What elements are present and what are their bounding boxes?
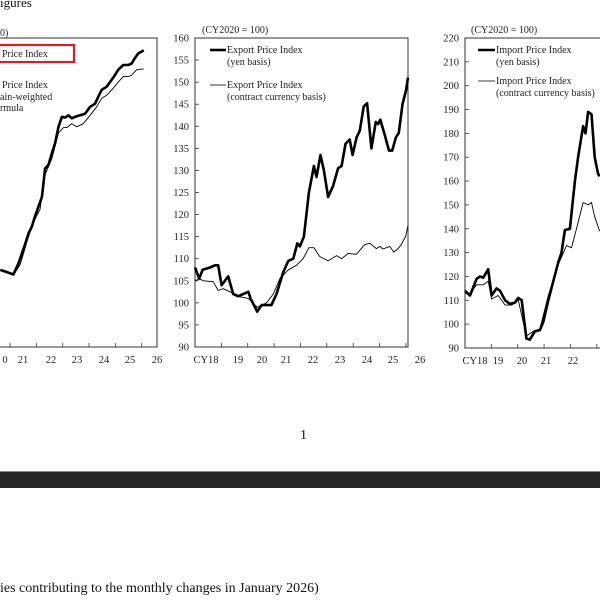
- legend-label: ain-weighted: [0, 92, 52, 103]
- y-tick-label: 130: [173, 166, 189, 177]
- legend-label: Import Price Index: [496, 45, 572, 56]
- y-tick-label: 160: [173, 34, 189, 45]
- chart-import-price-index: (CY2020 = 100) Import Price Index (yen b…: [443, 25, 600, 367]
- x-tick-label: 19: [233, 355, 244, 366]
- y-tick-label: 150: [173, 78, 189, 89]
- x-tick-label: 23: [335, 355, 346, 366]
- plot-frame: [464, 37, 600, 349]
- page-number: 1: [300, 428, 307, 443]
- x-tick-label: 24: [99, 355, 110, 366]
- x-tick-label: 22: [568, 356, 579, 367]
- section-heading-fragment: ies contributing to the monthly changes …: [0, 581, 319, 596]
- y-tick-label: 140: [173, 122, 189, 133]
- y-tick-label: 160: [443, 177, 459, 188]
- y-tick-label: 125: [173, 188, 189, 199]
- y-tick-label: 95: [179, 320, 190, 331]
- x-tick-label: 20: [517, 356, 528, 367]
- y-tick-label: 170: [443, 153, 459, 164]
- legend-label: (contract currency basis): [227, 92, 326, 103]
- y-tick-label: 120: [173, 210, 189, 221]
- x-tick-label: 20: [257, 355, 268, 366]
- y-tick-label: 220: [443, 34, 459, 45]
- x-tick-label: CY18: [462, 356, 487, 367]
- x-tick-label: 22: [46, 355, 57, 366]
- x-tick-label: 0: [2, 355, 7, 366]
- y-tick-label: 90: [179, 343, 190, 354]
- series-line-thin: [0, 68, 144, 276]
- y-tick-label: 130: [443, 248, 459, 259]
- legend-label: (contract currency basis): [496, 88, 595, 99]
- chart-producer-price-index: 0) Price Index Price Index ain-weighted …: [0, 28, 162, 366]
- legend-label: rmula: [0, 103, 24, 114]
- y-tick-label: 140: [443, 224, 459, 235]
- y-tick-label: 200: [443, 81, 459, 92]
- y-tick-label: 210: [443, 57, 459, 68]
- x-tick-label: 22: [308, 355, 319, 366]
- x-tick-label: 26: [152, 355, 163, 366]
- y-tick-label: 155: [173, 56, 189, 67]
- y-tick-label: 110: [444, 296, 459, 307]
- series-line-bold: [193, 77, 410, 313]
- chart-export-price-index: (CY2020 = 100) Export Price Index (yen b…: [173, 25, 425, 366]
- y-tick-label: 190: [443, 105, 459, 116]
- series-line-thin: [465, 202, 600, 337]
- y-tick-label: 90: [449, 344, 460, 355]
- y-tick-label: 100: [173, 298, 189, 309]
- legend-label: Import Price Index: [496, 76, 572, 87]
- x-tick-label: 25: [125, 355, 136, 366]
- y-tick-label: 110: [174, 254, 189, 265]
- x-tick-label: 25: [388, 355, 399, 366]
- legend-label: Price Index: [2, 80, 48, 91]
- x-tick-label: 26: [415, 355, 426, 366]
- unit-label: (CY2020 = 100): [202, 25, 268, 36]
- legend-label: Export Price Index: [227, 45, 303, 56]
- highlight-box: [0, 43, 76, 64]
- y-tick-label: 105: [173, 276, 189, 287]
- x-tick-label: 21: [18, 355, 29, 366]
- x-tick-label: 19: [493, 356, 504, 367]
- y-tick-label: 180: [443, 129, 459, 140]
- unit-label: 0): [0, 28, 8, 39]
- y-tick-label: 120: [443, 272, 459, 283]
- charts-area: 0) Price Index Price Index ain-weighted …: [0, 25, 600, 367]
- series-line-bold: [464, 110, 600, 341]
- legend-label: Export Price Index: [227, 80, 303, 91]
- x-tick-label: 21: [541, 356, 552, 367]
- legend-label: (yen basis): [227, 57, 271, 68]
- plot-frame: [0, 37, 158, 348]
- y-tick-label: 135: [173, 144, 189, 155]
- unit-label: (CY2020 = 100): [471, 25, 537, 36]
- series-line-thin: [194, 225, 409, 308]
- x-tick-label: 23: [72, 355, 83, 366]
- x-tick-label: 21: [281, 355, 292, 366]
- y-tick-label: 145: [173, 100, 189, 111]
- legend-label: (yen basis): [496, 57, 540, 68]
- figures-heading-fragment: igures: [0, 0, 32, 10]
- y-tick-label: 100: [443, 320, 459, 331]
- legend-label: Price Index: [2, 49, 48, 60]
- y-tick-label: 150: [443, 200, 459, 211]
- x-tick-label: 24: [362, 355, 373, 366]
- page-separator-bar: [0, 471, 600, 488]
- x-tick-label: CY18: [193, 355, 218, 366]
- series-line-bold: [0, 49, 145, 276]
- y-tick-label: 115: [174, 232, 189, 243]
